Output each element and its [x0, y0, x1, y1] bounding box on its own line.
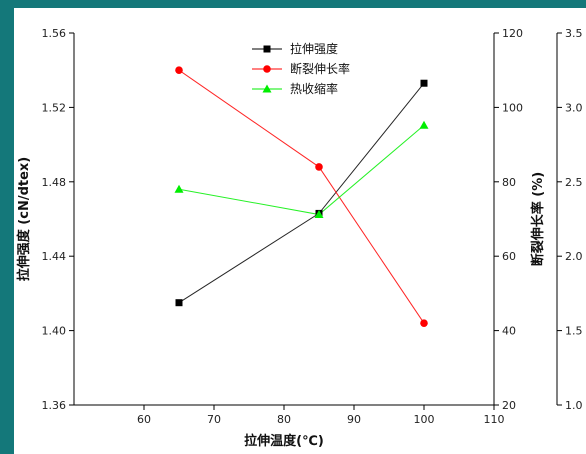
data-point-square	[175, 299, 183, 307]
y-right-tick-label: 120	[502, 27, 523, 40]
y-right-axis-label: 断裂伸长率 (%)	[530, 172, 546, 266]
y-left-tick-label: 1.44	[42, 250, 67, 263]
chart-frame: 60 70 80 90 100 110 拉伸温度(℃) 1.36 1.40 1.44 1.48 1.5…	[14, 8, 586, 454]
data-point-circle	[175, 66, 183, 74]
y-right2-tick-label: 3.5	[565, 27, 583, 40]
data-point-square	[263, 45, 271, 53]
y-left-tick-label: 1.40	[42, 325, 67, 338]
data-point-circle	[420, 319, 428, 327]
data-point-triangle	[314, 210, 324, 219]
y-right-tick-label: 60	[502, 250, 516, 263]
x-tick-label: 90	[347, 413, 361, 426]
legend-label: 拉伸强度	[290, 41, 338, 56]
series-line-3	[178, 124, 425, 216]
data-point-square	[420, 79, 428, 87]
y-right-tick-label: 40	[502, 325, 516, 338]
x-tick-label: 80	[277, 413, 291, 426]
data-point-circle	[315, 163, 323, 171]
y-left-tick-label: 1.48	[42, 176, 67, 189]
y-right2-tick-label: 2.5	[565, 176, 583, 189]
x-tick-label: 110	[484, 413, 505, 426]
x-tick-label: 100	[414, 413, 435, 426]
x-axis-label: 拉伸温度(℃)	[244, 433, 324, 449]
x-tick-label: 60	[137, 413, 151, 426]
legend-label: 断裂伸长率	[290, 61, 350, 76]
data-point-triangle	[174, 184, 184, 193]
y-right-tick-label: 100	[502, 101, 523, 114]
y-right2-tick-label: 1.0	[565, 399, 583, 412]
y-left-tick-label: 1.36	[42, 399, 67, 412]
data-point-triangle	[419, 120, 429, 129]
data-point-circle	[263, 65, 271, 73]
line-chart: 60 70 80 90 100 110 拉伸温度(℃) 1.36 1.40 1.44 1.48 1.5…	[16, 27, 583, 449]
y-right2-tick-label: 2.0	[565, 250, 583, 263]
x-tick-label: 70	[207, 413, 221, 426]
y-right-tick-label: 80	[502, 176, 516, 189]
series-line-1	[178, 82, 425, 304]
y-right2-tick-label: 3.0	[565, 101, 583, 114]
y-right-tick-label: 20	[502, 399, 516, 412]
series-line-2	[178, 69, 425, 324]
y-right2-tick-label: 1.5	[565, 325, 583, 338]
legend-label: 热收缩率	[290, 81, 338, 96]
y-left-tick-label: 1.56	[42, 27, 67, 40]
y-left-axis-label: 拉伸强度 (cN/dtex)	[16, 157, 32, 281]
data-point-triangle	[262, 84, 272, 93]
y-left-tick-label: 1.52	[42, 101, 67, 114]
